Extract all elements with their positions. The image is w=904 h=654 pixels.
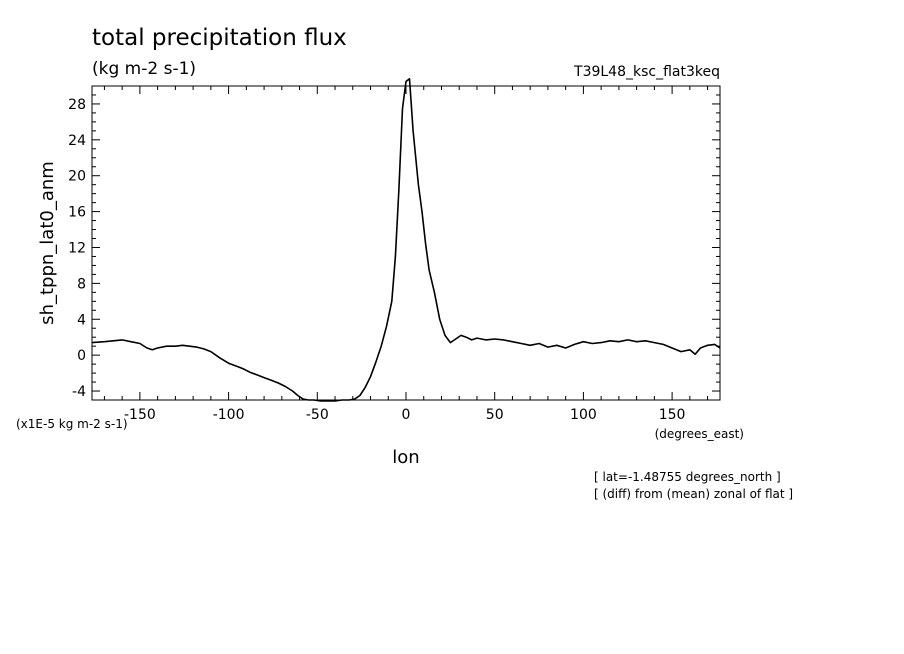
- x-tick-label: -100: [213, 407, 245, 423]
- y-tick-label: 28: [68, 97, 86, 113]
- y-tick-label: -4: [72, 384, 86, 400]
- y-tick-label: 8: [77, 276, 86, 292]
- footnote-latitude: [ lat=-1.48755 degrees_north ]: [594, 470, 781, 484]
- series-line-tppn: [91, 78, 721, 402]
- y-scale-note: (x1E-5 kg m-2 s-1): [16, 417, 128, 431]
- x-tick-label: 150: [659, 407, 686, 423]
- x-tick-label: -150: [124, 407, 156, 423]
- x-tick-label: 50: [486, 407, 504, 423]
- footnote-diff: [ (diff) from (mean) zonal of flat ]: [594, 487, 793, 501]
- y-tick-label: 4: [77, 312, 86, 328]
- x-tick-label: 100: [570, 407, 597, 423]
- plot-frame: [91, 85, 721, 401]
- dataset-label: T39L48_ksc_flat3keq: [573, 64, 720, 80]
- y-tick-label: 16: [68, 205, 86, 221]
- y-tick-label: 20: [68, 169, 86, 185]
- y-tick-label: 24: [68, 133, 86, 149]
- x-units-label: (degrees_east): [655, 427, 744, 441]
- plot-area: -150 -100 -50 0 50 100 150 -4 0 4 8 12 16 20 24 28: [68, 78, 721, 423]
- chart-title: total precipitation flux: [92, 25, 347, 51]
- y-tick-label: 0: [77, 348, 86, 364]
- y-axis-label: sh_tppn_lat0_anm: [37, 161, 58, 325]
- series-layer: [91, 78, 721, 402]
- tick-labels-layer: -150 -100 -50 0 50 100 150 -4 0 4 8 12 16 20 24 28: [68, 97, 685, 423]
- ticks-layer: [92, 85, 720, 401]
- x-axis-label: lon: [392, 447, 419, 468]
- x-tick-label: -50: [306, 407, 329, 423]
- x-tick-label: 0: [402, 407, 411, 423]
- y-tick-label: 12: [68, 240, 86, 256]
- chart-units: (kg m-2 s-1): [92, 59, 196, 79]
